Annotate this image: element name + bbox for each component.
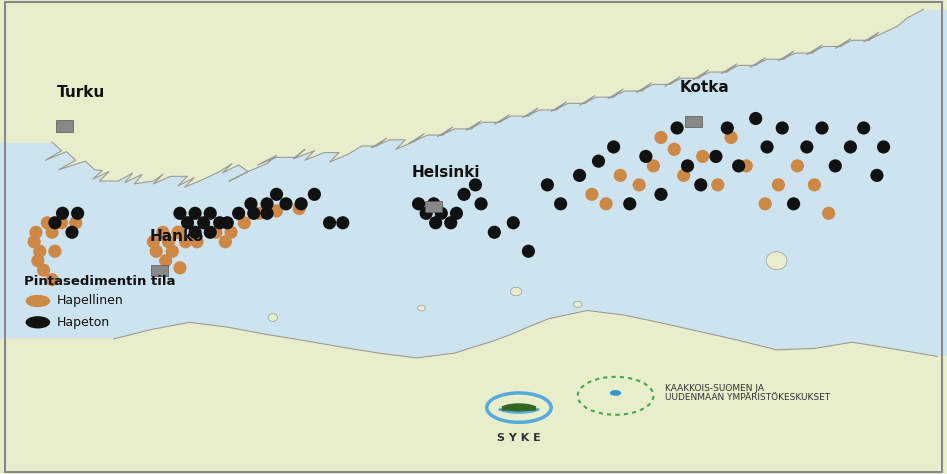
- Point: [172, 210, 188, 217]
- Point: [259, 200, 275, 208]
- Point: [710, 181, 725, 189]
- Point: [231, 210, 246, 217]
- Point: [32, 247, 47, 255]
- Point: [172, 264, 188, 272]
- Circle shape: [26, 295, 50, 307]
- Point: [170, 228, 186, 236]
- Point: [828, 162, 843, 170]
- Point: [748, 115, 763, 122]
- Point: [724, 134, 739, 141]
- Point: [218, 238, 233, 246]
- Text: Hapellinen: Hapellinen: [57, 294, 123, 308]
- Point: [428, 219, 443, 227]
- Polygon shape: [502, 406, 536, 411]
- Point: [739, 162, 754, 170]
- Point: [68, 219, 83, 227]
- Point: [196, 219, 211, 227]
- Point: [54, 219, 69, 227]
- Text: Helsinki: Helsinki: [412, 165, 480, 180]
- Text: UUDENMAAN YMPÄRISTÖKESKUKSET: UUDENMAAN YMPÄRISTÖKESKUKSET: [665, 393, 830, 402]
- Point: [165, 247, 180, 255]
- Point: [456, 191, 472, 198]
- Text: S Y K E: S Y K E: [497, 433, 541, 443]
- Point: [269, 191, 284, 198]
- Point: [487, 228, 502, 236]
- FancyBboxPatch shape: [56, 120, 73, 132]
- Point: [70, 210, 85, 217]
- Point: [246, 210, 261, 217]
- Point: [843, 143, 858, 151]
- Point: [335, 219, 350, 227]
- FancyBboxPatch shape: [425, 201, 442, 212]
- Point: [758, 200, 773, 208]
- Point: [807, 181, 822, 189]
- Point: [36, 266, 51, 274]
- Point: [411, 200, 426, 208]
- Ellipse shape: [418, 305, 425, 311]
- Point: [203, 210, 218, 217]
- Point: [790, 162, 805, 170]
- Point: [27, 238, 42, 246]
- Point: [278, 200, 294, 208]
- Point: [814, 124, 830, 132]
- Circle shape: [610, 390, 621, 396]
- Point: [322, 219, 337, 227]
- Point: [856, 124, 871, 132]
- FancyBboxPatch shape: [685, 116, 702, 127]
- Text: Hanko: Hanko: [150, 229, 204, 244]
- Point: [799, 143, 814, 151]
- Polygon shape: [0, 0, 947, 187]
- Point: [653, 191, 669, 198]
- Point: [259, 210, 275, 217]
- Point: [695, 153, 710, 160]
- Point: [155, 228, 170, 236]
- Text: Pintasedimentin tila: Pintasedimentin tila: [24, 275, 175, 288]
- Point: [188, 228, 203, 236]
- Point: [146, 238, 161, 246]
- Point: [693, 181, 708, 189]
- Point: [47, 247, 63, 255]
- Point: [40, 219, 55, 227]
- Point: [572, 172, 587, 179]
- Point: [876, 143, 891, 151]
- Point: [759, 143, 775, 151]
- Point: [434, 210, 449, 217]
- Point: [449, 210, 464, 217]
- Point: [670, 124, 685, 132]
- Point: [771, 181, 786, 189]
- Ellipse shape: [510, 287, 522, 296]
- Point: [443, 219, 458, 227]
- Point: [540, 181, 555, 189]
- Point: [212, 219, 227, 227]
- Point: [474, 200, 489, 208]
- FancyBboxPatch shape: [151, 265, 168, 276]
- Point: [653, 134, 669, 141]
- Point: [419, 210, 434, 217]
- Point: [294, 200, 309, 208]
- Point: [599, 200, 614, 208]
- Point: [28, 228, 44, 236]
- Point: [708, 153, 724, 160]
- Point: [180, 219, 195, 227]
- Point: [613, 172, 628, 179]
- Point: [667, 146, 682, 153]
- Point: [208, 228, 223, 236]
- Point: [821, 210, 836, 217]
- Ellipse shape: [268, 314, 277, 321]
- Point: [178, 238, 193, 246]
- Text: Turku: Turku: [57, 84, 105, 100]
- Point: [720, 124, 735, 132]
- Point: [869, 172, 884, 179]
- Text: Hapeton: Hapeton: [57, 316, 110, 329]
- Point: [269, 207, 284, 215]
- Point: [161, 238, 176, 246]
- Point: [292, 205, 307, 212]
- Point: [606, 143, 621, 151]
- Point: [676, 172, 691, 179]
- Point: [237, 219, 252, 227]
- Point: [638, 153, 653, 160]
- Point: [223, 228, 239, 236]
- Point: [731, 162, 746, 170]
- Point: [203, 228, 218, 236]
